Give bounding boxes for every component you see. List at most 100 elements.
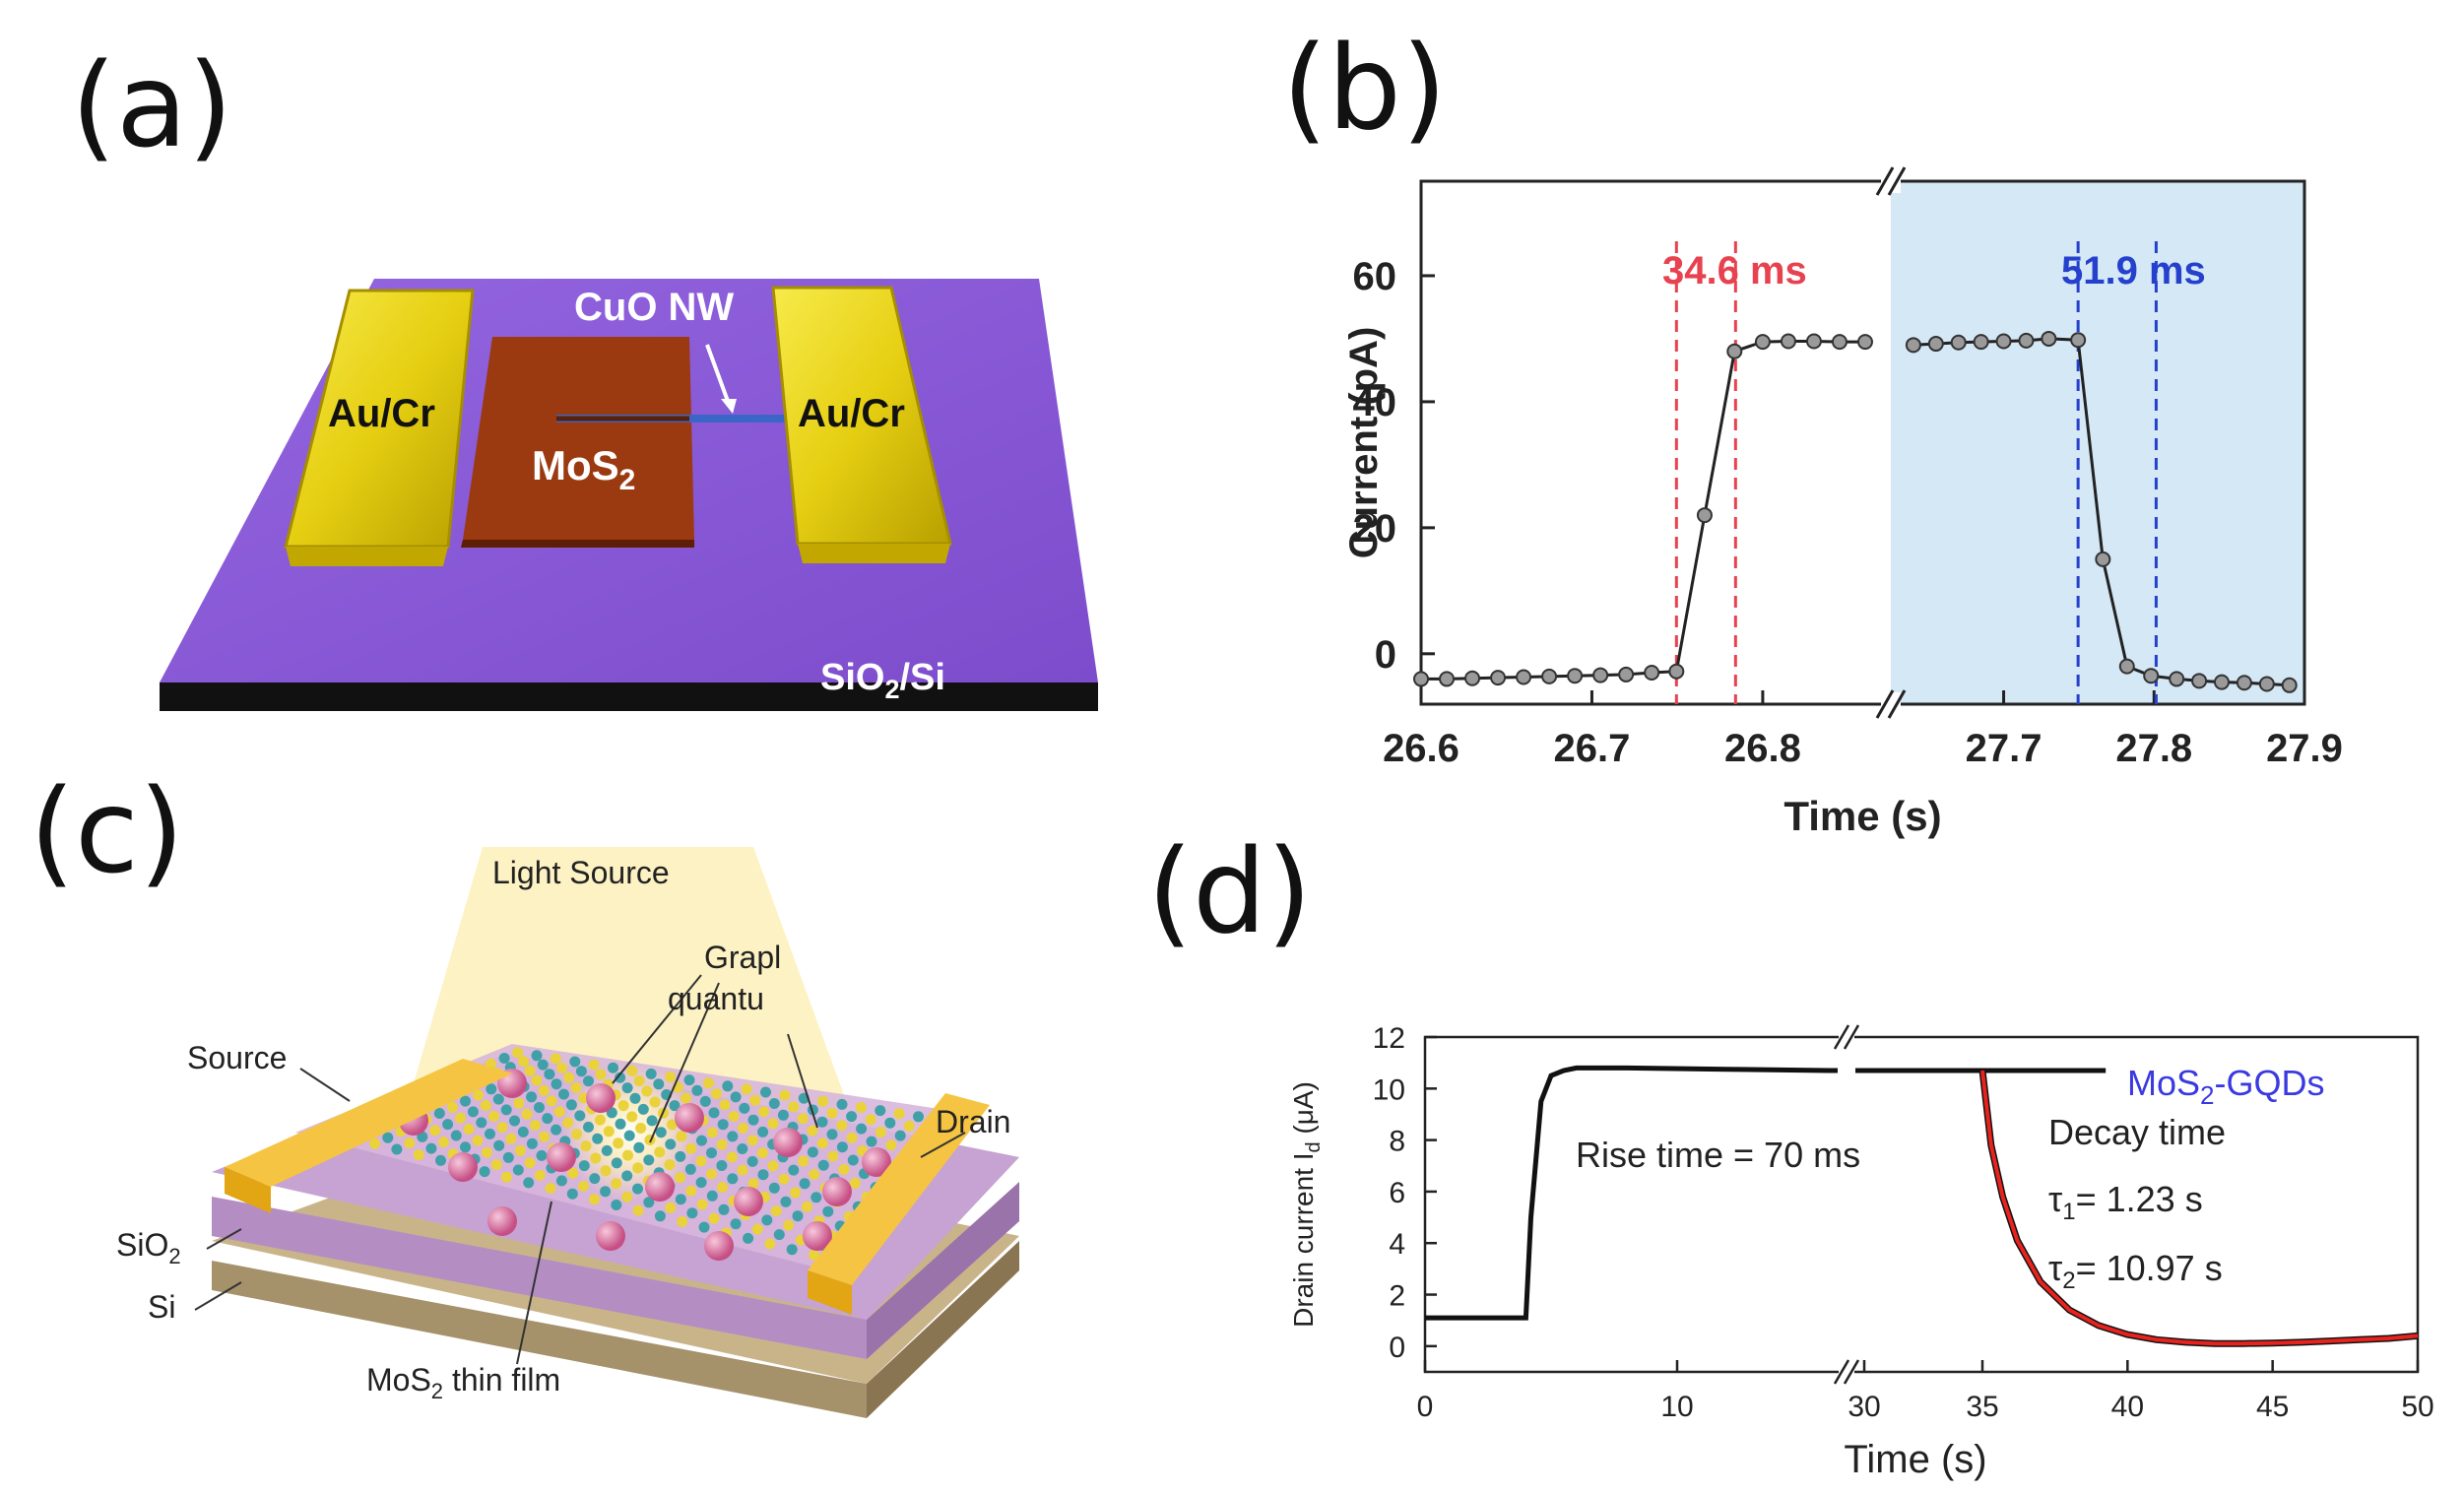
lattice-atom (739, 1102, 750, 1114)
lattice-atom (780, 1196, 792, 1207)
lattice-atom (626, 1065, 638, 1076)
decay-data-point (1995, 333, 2012, 350)
label-light-source: Light Source (492, 855, 670, 890)
lattice-atom (675, 1150, 686, 1162)
lattice-atom (905, 1142, 917, 1154)
pointer-drain (920, 1132, 966, 1158)
lattice-atom (849, 1177, 861, 1189)
rise-data-point (1516, 669, 1532, 685)
lattice-atom (852, 1201, 864, 1212)
lattice-atom (807, 1146, 818, 1158)
lattice-atom (578, 1180, 589, 1192)
lattice-atom (696, 1135, 707, 1146)
lattice-atom (756, 1147, 768, 1159)
lattice-atom (534, 1169, 546, 1181)
lattice-atom (720, 1227, 732, 1239)
lattice-atom (586, 1103, 598, 1115)
label-drain: Drain (936, 1104, 1010, 1139)
lattice-atom (788, 1164, 800, 1176)
lattice-atom (788, 1101, 800, 1113)
lattice-atom (768, 1098, 780, 1109)
lattice-atom (896, 1152, 908, 1164)
lattice-atom (728, 1195, 740, 1206)
drain-electrode-front (808, 1270, 852, 1315)
lattice-atom (413, 1103, 424, 1115)
decay-data-point (2191, 673, 2208, 689)
lattice-atom (737, 1164, 748, 1176)
lattice-atom (658, 1107, 669, 1119)
decay-time-label: 51.9 ms (2061, 249, 2206, 292)
axis-break-gap (1881, 692, 1901, 716)
lattice-atom (834, 1220, 846, 1232)
mos2-flake (463, 337, 694, 540)
lattice-atom (378, 1104, 390, 1116)
axis-break-mark (1833, 1359, 1850, 1385)
lattice-atom (838, 1163, 850, 1175)
lattice-atom (635, 1123, 647, 1134)
lattice-atom (683, 1074, 695, 1086)
lattice-atom (903, 1120, 915, 1132)
lattice-atom (746, 1155, 758, 1167)
lattice-atom (590, 1085, 602, 1097)
lattice-atom (777, 1151, 789, 1163)
lattice-atom (768, 1182, 780, 1194)
lattice-atom (646, 1115, 658, 1127)
lattice-atom (450, 1130, 462, 1141)
lattice-atom (492, 1093, 504, 1105)
lattice-atom (868, 1158, 879, 1170)
lattice-atom (746, 1135, 758, 1146)
lattice-atom (530, 1120, 541, 1131)
pointer-film (516, 1201, 552, 1365)
lattice-atom (681, 1092, 691, 1104)
lattice-atom (542, 1113, 553, 1125)
lattice-atom (866, 1136, 877, 1147)
rise-data-point (1644, 665, 1660, 682)
decay-data-point (2236, 675, 2252, 691)
lattice-atom (827, 1150, 839, 1162)
lattice-atom (777, 1109, 789, 1121)
lattice-atom (825, 1230, 837, 1242)
lattice-atom (675, 1194, 686, 1205)
lattice-atom (524, 1065, 536, 1076)
lattice-atom (767, 1118, 779, 1130)
lattice-atom (498, 1077, 510, 1089)
lattice-atom (429, 1125, 441, 1137)
graphene-quantum-dot (547, 1142, 576, 1172)
light-cone (414, 847, 847, 1103)
lattice-atom (740, 1209, 751, 1221)
pointer-sio2 (206, 1228, 242, 1250)
lattice-atom (460, 1141, 471, 1153)
lattice-atom (686, 1207, 698, 1219)
lattice-atom (678, 1111, 689, 1123)
source-electrode (225, 1059, 512, 1187)
label-source: Source (187, 1040, 287, 1075)
sio2-layer-side (212, 1197, 867, 1359)
lattice-atom (870, 1182, 881, 1194)
decay-data-point (2143, 668, 2160, 684)
pointer-gqd-2 (649, 982, 720, 1143)
axis-break-mark (1833, 1024, 1850, 1050)
x-tick-label: 50 (2401, 1391, 2433, 1423)
lattice-atom (493, 1139, 505, 1151)
decay-data-point (1905, 337, 1921, 354)
panel-label-c: (c) (30, 763, 184, 899)
lattice-atom (667, 1119, 678, 1131)
lattice-atom (632, 1183, 643, 1195)
lattice-atom (836, 1120, 848, 1132)
right-electrode-front (798, 544, 950, 563)
decay-fit-curve (1980, 1070, 2419, 1346)
pointer-si (194, 1281, 242, 1311)
lattice-atom (589, 1173, 601, 1185)
graphene-quantum-dot (497, 1069, 527, 1098)
lattice-atom (590, 1152, 602, 1164)
lattice-atom (661, 1089, 673, 1100)
lattice-atom (695, 1155, 707, 1167)
lattice-atom (697, 1115, 709, 1127)
lattice-atom (555, 1175, 567, 1187)
lattice-atom (611, 1178, 622, 1190)
lattice-atom (473, 1089, 485, 1101)
tau1-text: τ1= 1.23 s (2048, 1179, 2203, 1225)
